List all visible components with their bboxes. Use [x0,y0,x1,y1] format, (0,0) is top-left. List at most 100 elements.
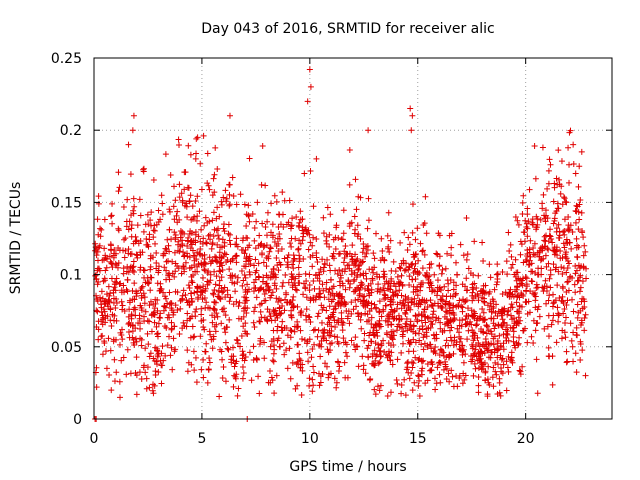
data-point [330,306,337,313]
data-point [349,255,356,262]
data-point [570,329,577,336]
data-point [159,200,166,207]
data-point [511,315,518,322]
data-point [397,239,404,246]
data-point [541,233,548,240]
data-point [176,216,183,223]
data-point [327,313,334,320]
data-point [272,317,279,324]
data-point [268,374,275,381]
data-point [410,336,417,343]
data-point [194,283,201,290]
data-point [103,365,110,372]
data-point [555,318,562,325]
data-point [317,373,324,380]
data-point [545,246,552,253]
data-point [508,253,515,260]
data-point [131,342,138,349]
data-point [147,217,154,224]
data-point [371,255,378,262]
data-point [464,251,471,258]
data-point [534,390,541,397]
data-point [226,201,233,208]
data-point [208,336,215,343]
data-point [417,281,424,288]
data-point [239,363,246,370]
data-point [360,258,367,265]
data-point [350,341,357,348]
data-point [94,216,101,223]
data-point [424,303,431,310]
data-point [389,361,396,368]
data-point [222,187,229,194]
data-point [333,384,340,391]
data-point [277,261,284,268]
y-tick-label: 0.05 [51,340,82,356]
data-point [248,377,255,384]
data-point [238,332,245,339]
data-point [277,310,284,317]
data-point [352,297,359,304]
data-point [564,226,571,233]
data-point [164,236,171,243]
data-point [296,237,303,244]
data-point [559,285,566,292]
data-point [196,284,203,291]
data-point [456,329,463,336]
data-point [490,364,497,371]
data-point [110,287,117,294]
data-point [408,127,415,134]
data-point [545,167,552,174]
data-point [288,314,295,321]
data-point [445,342,452,349]
data-point [166,333,173,340]
data-point [560,310,567,317]
data-point [550,198,557,205]
data-point [505,308,512,315]
data-point [295,245,302,252]
data-point [331,333,338,340]
chart-title: Day 043 of 2016, SRMTID for receiver ali… [201,21,494,37]
data-point [193,135,200,142]
data-point [551,215,558,222]
data-point [565,287,572,294]
data-point [537,257,544,264]
data-point [580,234,587,241]
data-point [133,338,140,345]
data-point [339,236,346,243]
data-point [215,293,222,300]
data-point [297,364,304,371]
data-point [435,315,442,322]
data-point [240,313,247,320]
data-point [507,241,514,248]
data-point [426,272,433,279]
data-point [266,248,273,255]
data-point [98,288,105,295]
data-point [372,391,379,398]
data-point [529,268,536,275]
data-point [314,313,321,320]
data-point [491,346,498,353]
data-point [103,264,110,271]
data-point [377,353,384,360]
data-point [439,292,446,299]
data-point [581,242,588,249]
data-point [225,346,232,353]
data-point [326,332,333,339]
data-point [403,366,410,373]
data-point [522,298,529,305]
data-point [125,246,132,253]
data-point [184,368,191,375]
data-point [556,176,563,183]
data-point [128,311,135,318]
data-point [123,286,130,293]
data-point [547,267,554,274]
data-point [326,319,333,326]
data-point [471,360,478,367]
data-point [512,288,519,295]
data-point [190,237,197,244]
data-point [429,314,436,321]
data-point [539,144,546,151]
data-point [268,200,275,207]
data-point [480,316,487,323]
